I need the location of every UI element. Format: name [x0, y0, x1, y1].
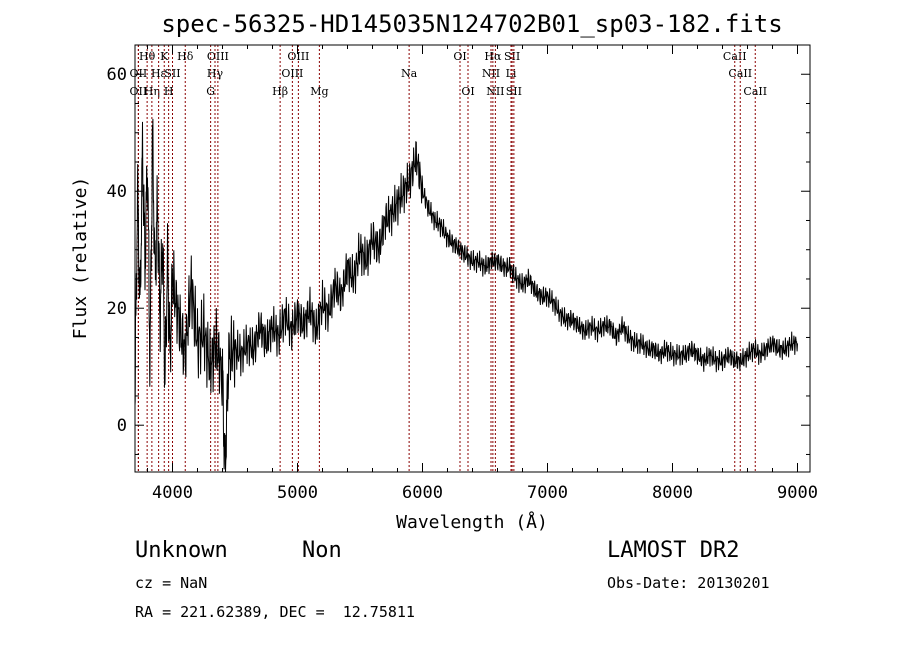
spectral-line-label: Li: [506, 67, 517, 80]
spectral-line-label: OIII: [281, 67, 303, 80]
observation-date: Obs-Date: 20130201: [607, 574, 770, 592]
chart-title: spec-56325-HD145035N124702B01_sp03-182.f…: [161, 10, 782, 38]
spectral-line-label: Na: [401, 67, 418, 80]
y-tick-label: 0: [117, 416, 127, 436]
subclass: Non: [302, 538, 342, 563]
spectral-line-label: Hδ: [177, 50, 194, 63]
spectral-line-label: SII: [504, 50, 520, 63]
spectral-line-label: Hβ: [272, 85, 288, 98]
plot-frame: [134, 44, 811, 473]
x-tick-label: 5000: [277, 483, 318, 503]
spectral-line-label: CaII: [728, 67, 752, 80]
spectral-line-label: CaII: [723, 50, 747, 63]
spectral-line-label: H: [164, 85, 174, 98]
spectral-line-label: OII: [130, 85, 148, 98]
spectral-line-label: Hα: [484, 50, 502, 63]
y-tick-label: 20: [107, 299, 127, 319]
y-tick-label: 40: [107, 182, 127, 202]
redshift: cz = NaN: [135, 574, 208, 592]
spectral-line-label: Hη: [144, 85, 160, 98]
x-axis-label: Wavelength (Å): [396, 511, 548, 533]
spectral-line-label: OI: [453, 50, 466, 63]
object-type: Unknown: [135, 538, 228, 563]
x-tick-label: 4000: [152, 483, 193, 503]
spectral-line-label: Mg: [310, 85, 328, 98]
spectral-line-label: Hθ: [139, 50, 156, 63]
spectral-line-label: NII: [486, 85, 504, 98]
plot-area: 4000 5000 6000 7000 8000 9000 0 20 40 60: [107, 44, 818, 503]
x-tick-label: 7000: [527, 483, 568, 503]
y-axis-label: Flux (relative): [70, 177, 91, 340]
x-tick-label: 8000: [652, 483, 693, 503]
x-tick-label: 9000: [777, 483, 818, 503]
spectral-line-label: CaII: [743, 85, 767, 98]
spectral-line-label: SII: [506, 85, 522, 98]
spectral-line-label: SII: [164, 67, 180, 80]
spectral-line-label: K: [160, 50, 169, 63]
spectral-line-label: OIII: [287, 50, 309, 63]
spectral-line-label: OIII: [207, 50, 229, 63]
y-tick-label: 60: [107, 65, 127, 85]
survey-name: LAMOST DR2: [607, 538, 740, 563]
spectrum-line: [134, 118, 798, 473]
coordinates: RA = 221.62389, DEC = 12.75811: [135, 603, 415, 621]
spectral-line-label: OI: [461, 85, 474, 98]
spectral-line-label: Hε: [151, 67, 167, 80]
spectral-line-label: NII: [482, 67, 500, 80]
axis-ticks: 4000 5000 6000 7000 8000 9000 0 20 40 60: [107, 44, 818, 503]
spectral-line-label: Hγ: [207, 67, 224, 80]
spectral-line-label: G: [206, 85, 215, 98]
x-tick-label: 6000: [402, 483, 443, 503]
